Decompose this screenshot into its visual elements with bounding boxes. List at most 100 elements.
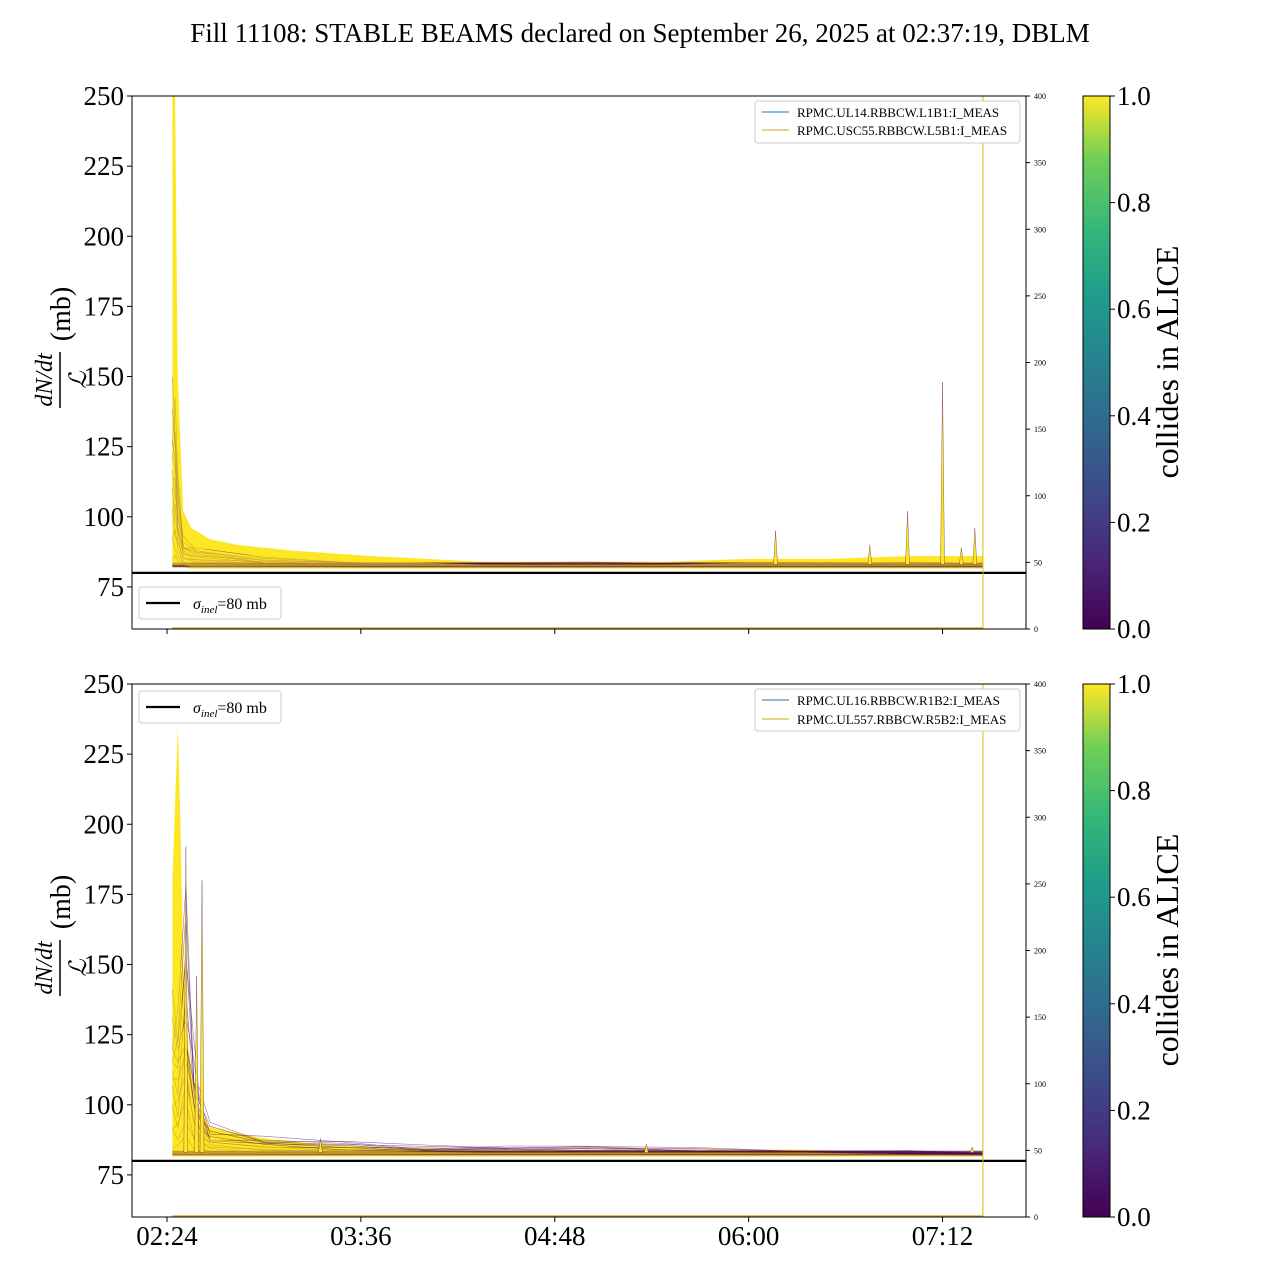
- bot-y2tick-label-300: 300: [1034, 813, 1046, 822]
- top-ytick-label-75: 75: [97, 572, 124, 602]
- top-legend-entry-1: RPMC.UL14.RBBCW.L1B1:I_MEAS: [797, 105, 999, 120]
- top-spike-4: [972, 527, 978, 565]
- bottom-legend: RPMC.UL16.RBBCW.R1B2:I_MEAS RPMC.UL557.R…: [754, 688, 1021, 732]
- top-panel: 75 100 125 150 175 200 225 250 0 50 100 150 200 250 3…: [32, 81, 1046, 634]
- top-y2tick-label-300: 300: [1034, 225, 1046, 234]
- top-y-axis: 75 100 125 150 175 200 225 250: [84, 81, 132, 602]
- top-series-collides: [172, 96, 983, 569]
- bot-colorbar-tick-label-3: 0.6: [1117, 882, 1151, 912]
- top-y2tick-label-350: 350: [1034, 159, 1046, 168]
- top-spike-1: [867, 544, 873, 565]
- bottom-legend-entry-2: RPMC.UL557.RBBCW.R5B2:I_MEAS: [797, 712, 1006, 727]
- top-x-axis: [166, 629, 944, 634]
- bot-spike-0: [183, 846, 189, 1153]
- bot-xtick-label-3: 06:00: [718, 1221, 780, 1251]
- top-colorbar-gradient: [1082, 95, 1111, 630]
- bot-ytick-label-200: 200: [84, 809, 125, 839]
- bot-spike-4: [644, 1144, 649, 1153]
- top-series-not-colliding: [172, 377, 983, 568]
- top-ytick-label-225: 225: [84, 151, 125, 181]
- bottom-sigma-legend: σinel=80 mb: [138, 690, 282, 724]
- top-ytick-label-175: 175: [84, 291, 125, 321]
- top-spike-3: [940, 382, 945, 565]
- bot-y2tick-label-150: 150: [1034, 1013, 1046, 1022]
- bot-xtick-label-1: 03:36: [330, 1221, 392, 1251]
- bottom-y-label-unit: (mb): [46, 875, 77, 929]
- top-plot-area: [132, 96, 1026, 629]
- top-ytick-label-100: 100: [84, 502, 125, 532]
- bot-spike-3: [318, 1138, 323, 1153]
- bot-ytick-label-75: 75: [97, 1160, 124, 1190]
- top-y-label-unit: (mb): [46, 287, 77, 341]
- bot-series-not-colliding: [172, 885, 983, 1156]
- top-sigma-legend: σinel=80 mb: [138, 586, 282, 620]
- bot-spike-1: [194, 975, 199, 1153]
- bot-y2tick-label-250: 250: [1034, 880, 1046, 889]
- top-spike-5: [959, 547, 964, 565]
- bot-y2tick-label-200: 200: [1034, 947, 1046, 956]
- bottom-sigma-label: σinel=80 mb: [193, 700, 267, 720]
- top-colorbar-tick-label-5: 1.0: [1117, 81, 1151, 111]
- top-colorbar: 0.0 0.2 0.4 0.6 0.8 1.0 collides in ALICE: [1082, 81, 1185, 644]
- bot-colorbar-tick-label-1: 0.2: [1117, 1095, 1151, 1125]
- bot-y2tick-label-100: 100: [1034, 1080, 1046, 1089]
- bot-colorbar-tick-label-2: 0.4: [1117, 989, 1151, 1019]
- top-ytick-label-200: 200: [84, 221, 125, 251]
- top-y2tick-label-100: 100: [1034, 492, 1046, 501]
- top-y2tick-label-200: 200: [1034, 359, 1046, 368]
- bottom-y-label: dN/dt ℒ (mb): [32, 875, 92, 996]
- top-legend-entry-2: RPMC.USC55.RBBCW.L5B1:I_MEAS: [797, 123, 1007, 138]
- bot-ytick-label-150: 150: [84, 950, 125, 980]
- top-y-label: dN/dt ℒ (mb): [32, 287, 92, 408]
- bottom-colorbar-gradient: [1082, 683, 1111, 1218]
- bottom-axes-frame: [131, 683, 1027, 1218]
- bot-colorbar-tick-label-5: 1.0: [1117, 669, 1151, 699]
- top-ytick-label-150: 150: [84, 362, 125, 392]
- bot-series-collides: [172, 726, 983, 1157]
- top-y2tick-label-0: 0: [1034, 625, 1038, 634]
- bottom-x-axis: 02:24 03:36 04:48 06:00 07:12: [136, 1217, 973, 1251]
- bot-xtick-label-0: 02:24: [136, 1221, 198, 1251]
- bottom-legend-entry-1: RPMC.UL16.RBBCW.R1B2:I_MEAS: [797, 693, 1000, 708]
- bot-colorbar-tick-label-0: 0.0: [1117, 1202, 1151, 1232]
- top-colorbar-tick-label-2: 0.4: [1117, 401, 1151, 431]
- bottom-colorbar: 0.0 0.2 0.4 0.6 0.8 1.0 collides in ALICE: [1082, 669, 1185, 1232]
- bot-ytick-label-225: 225: [84, 739, 125, 769]
- top-secondary-y-axis: 0 50 100 150 200 250 300 350 400: [1026, 92, 1046, 634]
- top-ytick-label-125: 125: [84, 432, 125, 462]
- bottom-plot-area: [132, 684, 1026, 1217]
- top-y2tick-label-250: 250: [1034, 292, 1046, 301]
- top-spike-2: [905, 511, 910, 565]
- top-colorbar-tick-label-1: 0.2: [1117, 507, 1151, 537]
- top-y-label-denominator: ℒ: [66, 371, 92, 389]
- bottom-y-axis: 75 100 125 150 175 200 225 250: [84, 669, 132, 1190]
- top-legend: RPMC.UL14.RBBCW.L1B1:I_MEAS RPMC.USC55.R…: [754, 100, 1021, 144]
- top-colorbar-label: collides in ALICE: [1149, 246, 1185, 479]
- bot-xtick-label-4: 07:12: [912, 1221, 974, 1251]
- top-y2tick-label-400: 400: [1034, 92, 1046, 101]
- top-y2tick-label-150: 150: [1034, 425, 1046, 434]
- bot-ytick-label-100: 100: [84, 1090, 125, 1120]
- bot-spike-2: [199, 880, 205, 1153]
- top-y2tick-label-50: 50: [1034, 558, 1042, 567]
- top-colorbar-tick-label-3: 0.6: [1117, 294, 1151, 324]
- bot-y2tick-label-50: 50: [1034, 1146, 1042, 1155]
- bot-y2tick-label-400: 400: [1034, 680, 1046, 689]
- bottom-secondary-y-axis: 0 50 100 150 200 250 300 350 400: [1026, 680, 1046, 1222]
- bot-ytick-label-125: 125: [84, 1020, 125, 1050]
- top-colorbar-tick-label-0: 0.0: [1117, 614, 1151, 644]
- top-y-label-numerator: dN/dt: [32, 352, 58, 407]
- bottom-panel: 75 100 125 150 175 200 225 250 0 50 100 150 200 250 3…: [32, 669, 1046, 1251]
- bot-y2tick-label-350: 350: [1034, 747, 1046, 756]
- bot-ytick-label-175: 175: [84, 879, 125, 909]
- bot-y2tick-label-0: 0: [1034, 1213, 1038, 1222]
- top-colorbar-tick-label-4: 0.8: [1117, 188, 1151, 218]
- top-spike-0: [773, 530, 778, 565]
- bot-colorbar-tick-label-4: 0.8: [1117, 776, 1151, 806]
- bottom-colorbar-label: collides in ALICE: [1149, 834, 1185, 1067]
- bottom-y-label-numerator: dN/dt: [32, 940, 58, 995]
- top-sigma-label: σinel=80 mb: [193, 596, 267, 616]
- figure-title: Fill 11108: STABLE BEAMS declared on Sep…: [190, 18, 1090, 48]
- bot-ytick-label-250: 250: [84, 669, 125, 699]
